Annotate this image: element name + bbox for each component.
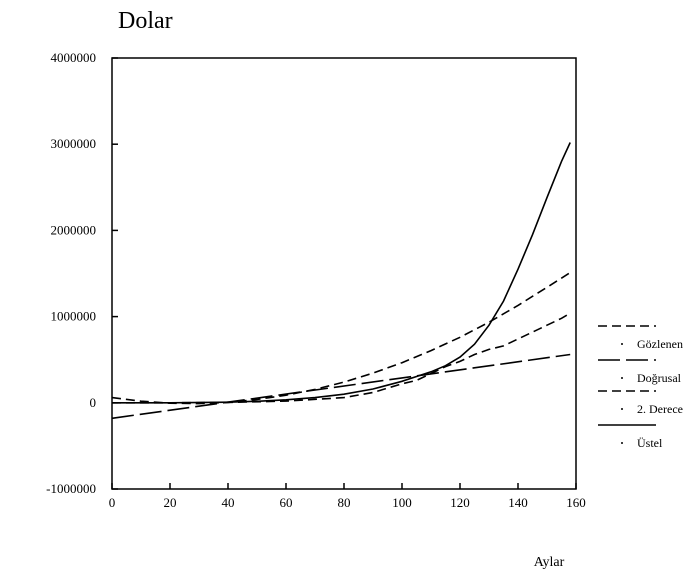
x-axis-label: Aylar [534, 555, 565, 570]
y-tick-label: 0 [90, 395, 97, 410]
x-tick-label: 40 [222, 495, 235, 510]
x-tick-label: 20 [164, 495, 177, 510]
y-tick-label: 1000000 [51, 309, 97, 324]
y-tick-label: 2000000 [51, 222, 97, 237]
legend-marker [621, 442, 623, 444]
x-tick-label: 80 [338, 495, 351, 510]
series-line-1 [112, 313, 570, 403]
legend-label: Doğrusal [637, 371, 682, 385]
x-tick-label: 0 [109, 495, 116, 510]
plot-frame [112, 58, 576, 489]
legend-marker [621, 377, 623, 379]
series-layer [112, 143, 570, 419]
y-tick-label: 3000000 [51, 136, 97, 151]
chart-title: Dolar [118, 8, 173, 34]
x-axis-ticks: 0 20 40 60 80 100 120 140 160 [109, 483, 586, 510]
legend-label: 2. Derece [637, 402, 683, 416]
legend-marker [621, 408, 623, 410]
x-tick-label: 100 [392, 495, 412, 510]
x-tick-label: 160 [566, 495, 586, 510]
y-axis-ticks: 4000000 3000000 2000000 1000000 0 -1000000 [46, 50, 118, 496]
legend-label: Üstel [637, 436, 663, 450]
x-tick-label: 60 [280, 495, 293, 510]
series-line-3 [112, 273, 570, 404]
legend-label: Gözlenen [637, 337, 683, 351]
y-tick-label: -1000000 [46, 481, 96, 496]
x-tick-label: 140 [508, 495, 528, 510]
x-tick-label: 120 [450, 495, 470, 510]
legend-marker [621, 343, 623, 345]
series-line-2 [112, 355, 570, 419]
y-tick-label: 4000000 [51, 50, 97, 65]
legend: Gözlenen Doğrusal 2. Derece Üstel [598, 326, 683, 450]
